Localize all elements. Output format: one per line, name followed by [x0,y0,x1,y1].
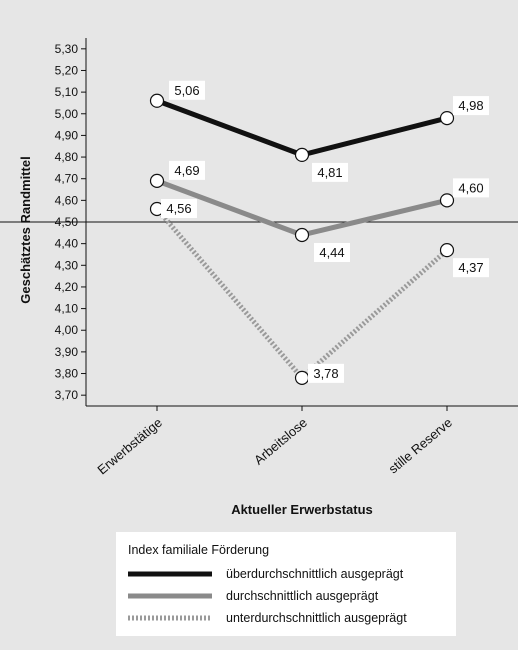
y-tick-label: 4,90 [55,128,79,142]
data-label: 4,37 [458,260,483,275]
y-tick-label: 4,60 [55,193,79,207]
y-tick-label: 3,80 [55,367,79,381]
data-label-box [453,258,489,278]
data-point [294,147,310,162]
data-point [149,93,165,108]
y-tick-label: 3,70 [55,388,79,402]
x-tick-label: stille Reserve [386,415,455,477]
y-tick-label: 4,30 [55,258,79,272]
y-tick-label: 4,00 [55,323,79,337]
data-point [294,370,310,385]
legend-label: durchschnittlich ausgeprägt [226,589,379,603]
y-tick-label: 5,20 [55,63,79,77]
y-tick-label: 5,30 [55,42,79,56]
series-layer [149,93,455,385]
x-axis-title: Aktueller Erwerbstatus [231,502,373,517]
y-tick-label: 4,70 [55,172,79,186]
data-label: 3,78 [313,366,338,381]
data-point [439,193,455,208]
data-point [294,227,310,243]
data-label: 4,81 [317,165,342,180]
y-tick-label: 4,80 [55,150,79,164]
data-label-box [453,96,489,116]
data-label-box [161,199,197,219]
legend: Index familiale Förderung überdurchschni… [116,532,456,636]
data-label: 4,98 [458,98,483,113]
legend-title: Index familiale Förderung [128,543,269,557]
y-tick-label: 4,20 [55,280,79,294]
legend-label: unterdurchschnittlich ausgeprägt [226,611,407,625]
x-tick-label: Erwerbstätige [94,415,165,478]
data-label-box [314,242,350,262]
data-point [439,110,455,126]
y-tick-label: 5,10 [55,85,79,99]
data-label-box [312,162,348,182]
data-label: 4,60 [458,180,483,195]
data-label-box [453,178,489,198]
legend-label: überdurchschnittlich ausgeprägt [226,567,404,581]
data-labels: 5,06 4,81 4,98 4,69 4,44 4,60 4,56 3,78 4,37 [161,80,489,383]
data-label: 5,06 [174,83,199,98]
data-label-box [308,363,344,383]
data-label: 4,44 [319,245,344,260]
x-tick-label: Arbeitslose [251,415,310,468]
data-label-box [169,80,205,100]
y-tick-label: 5,00 [55,107,79,121]
y-tick-label: 3,90 [55,345,79,359]
data-label: 4,69 [174,163,199,178]
data-point [149,173,165,188]
data-label-box [169,160,205,180]
y-tick-label: 4,10 [55,302,79,316]
data-label: 4,56 [166,201,191,216]
y-axis-title: Geschätztes Randmittel [18,156,33,303]
data-point [439,243,455,258]
y-tick-label: 4,40 [55,237,79,251]
